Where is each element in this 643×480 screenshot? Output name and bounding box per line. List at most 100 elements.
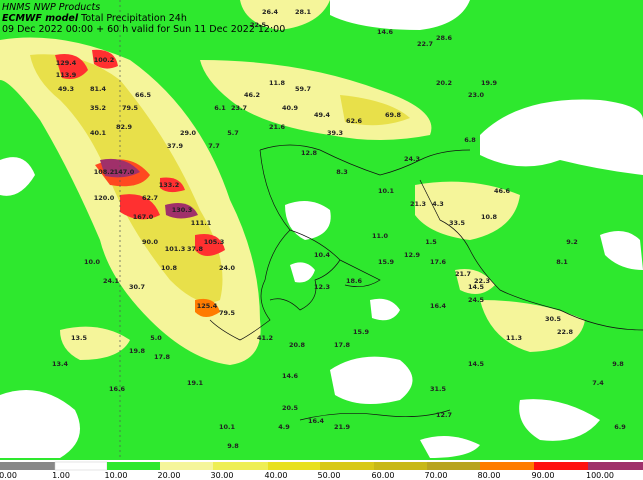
colorbar-labels: 0.00 1.00 10.00 20.00 30.00 40.00 50.00 60.00 70… — [0, 471, 614, 480]
value-label: 130.3 — [172, 206, 193, 214]
value-label: 20.8 — [289, 341, 306, 349]
value-label: 17.8 — [154, 353, 171, 361]
colorbar-label: 20.00 — [158, 471, 181, 480]
value-label: 10.0 — [84, 258, 101, 266]
value-label: 79.5 — [219, 309, 236, 317]
value-label: 21.9 — [334, 423, 351, 431]
value-label: 120.0 — [94, 194, 115, 202]
value-label: 62.7 — [142, 194, 158, 202]
value-label: 11.8 — [269, 79, 286, 87]
value-label: 6.9 — [614, 423, 626, 431]
value-label: 24.5 — [468, 296, 485, 304]
value-labels: 26.4 28.1 22.5 14.6 28.622.7 100.2 129.4 113.9 4… — [52, 8, 626, 450]
value-label: 24.0 — [219, 264, 236, 272]
value-label: 16.6 — [109, 385, 126, 393]
value-label: 9.2 — [566, 238, 578, 246]
value-label: 30.5 — [545, 315, 562, 323]
value-label: 13.5 — [71, 334, 88, 342]
value-label: 4.3 — [432, 200, 444, 208]
value-label: 30.7 — [129, 283, 145, 291]
value-label: 7.4 — [592, 379, 604, 387]
value-label: 21.3 — [410, 200, 426, 208]
value-label: 19.1 — [187, 379, 204, 387]
value-label: 29.0 — [180, 129, 197, 137]
value-label: 19.8 — [129, 347, 146, 355]
value-label: 59.7 — [295, 85, 311, 93]
value-label: 21.6 — [269, 123, 286, 131]
value-label: 37.9 — [167, 142, 184, 150]
value-label: 105.3 — [204, 238, 225, 246]
value-label: 20.5 — [282, 404, 299, 412]
colorbar-label: 50.00 — [318, 471, 341, 480]
value-label: 4.9 — [278, 423, 290, 431]
value-label: 12.7 — [436, 411, 452, 419]
colorbar-label: 40.00 — [265, 471, 288, 480]
value-label: 129.4 — [56, 59, 77, 67]
colorbar — [0, 461, 643, 480]
value-label: 22.8 — [557, 328, 574, 336]
value-label: 81.4 — [90, 85, 107, 93]
value-label: 8.1 — [556, 258, 568, 266]
value-label: 16.4 — [430, 302, 447, 310]
value-label: 40.9 — [282, 104, 299, 112]
colorbar-label: 60.00 — [372, 471, 395, 480]
value-label: 147.0 — [114, 168, 135, 176]
value-label: 79.5 — [122, 104, 139, 112]
value-label: 46.6 — [494, 187, 511, 195]
valid-time: 09 Dec 2022 00:00 + 60 h valid for Sun 1… — [2, 24, 285, 35]
value-label: 12.3 — [314, 283, 330, 291]
value-label: 100.2 — [94, 56, 115, 64]
colorbar-label: 90.00 — [532, 471, 555, 480]
value-label: 17.8 — [334, 341, 351, 349]
value-label: 14.5 — [468, 360, 485, 368]
value-label: 10.1 — [219, 423, 236, 431]
value-label: 5.0 — [150, 334, 162, 342]
header-title: ECMWF model Total Precipitation 24h — [2, 13, 187, 24]
value-label: 49.3 — [58, 85, 74, 93]
value-label: 8.3 — [336, 168, 348, 176]
value-label: 133.2 — [159, 181, 180, 189]
value-label: 28.6 — [436, 34, 453, 42]
value-label: 9.8 — [612, 360, 624, 368]
value-label: 9.8 — [227, 442, 239, 450]
value-label: 28.1 — [295, 8, 312, 16]
value-label: 20.2 — [436, 79, 452, 87]
value-label: 13.4 — [52, 360, 69, 368]
value-label: 31.5 — [430, 385, 447, 393]
value-label: 17.6 — [430, 258, 447, 266]
model-name: ECMWF model — [2, 13, 79, 24]
value-label: 18.6 — [346, 277, 363, 285]
no-precip-areas — [0, 0, 643, 458]
colorbar-label: 1.00 — [52, 471, 70, 480]
colorbar-label: 100.00 — [586, 471, 614, 480]
value-label: 16.4 — [308, 417, 325, 425]
value-label: 33.5 — [449, 219, 466, 227]
colorbar-label: 10.00 — [105, 471, 128, 480]
value-label: 10.1 — [378, 187, 395, 195]
value-label: 41.2 — [257, 334, 273, 342]
value-label: 11.0 — [372, 232, 389, 240]
value-label: 22.3 — [474, 277, 490, 285]
value-label: 10.8 — [161, 264, 178, 272]
value-label: 12.9 — [404, 251, 421, 259]
value-label: 35.2 — [90, 104, 106, 112]
value-label: 26.4 — [262, 8, 279, 16]
value-label: 108.2 — [94, 168, 115, 176]
colorbar-label: 80.00 — [478, 471, 501, 480]
value-label: 19.9 — [481, 79, 498, 87]
value-label: 10.4 — [314, 251, 331, 259]
header-line: HNMS NWP Products — [2, 2, 100, 13]
value-label: 66.5 — [135, 91, 152, 99]
colorbar-label: 70.00 — [425, 471, 448, 480]
value-label: 10.8 — [481, 213, 498, 221]
precip-heavy — [55, 49, 225, 317]
value-label: 14.6 — [282, 372, 299, 380]
value-label: 24.3 — [404, 155, 420, 163]
value-label: 62.6 — [346, 117, 363, 125]
value-label: 111.1 — [191, 219, 212, 227]
value-label: 14.6 — [377, 28, 394, 36]
value-label: 39.3 — [327, 129, 343, 137]
value-label: 7.7 — [208, 142, 220, 150]
coastlines — [119, 0, 643, 460]
